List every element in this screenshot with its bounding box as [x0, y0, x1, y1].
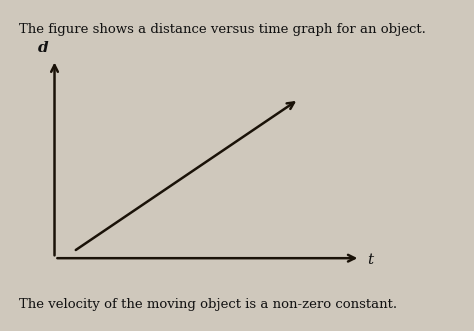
Text: The velocity of the moving object is a non-zero constant.: The velocity of the moving object is a n… — [19, 298, 397, 311]
Text: The figure shows a distance versus time graph for an object.: The figure shows a distance versus time … — [19, 23, 426, 36]
Text: t: t — [367, 253, 374, 267]
Text: d: d — [37, 41, 48, 55]
